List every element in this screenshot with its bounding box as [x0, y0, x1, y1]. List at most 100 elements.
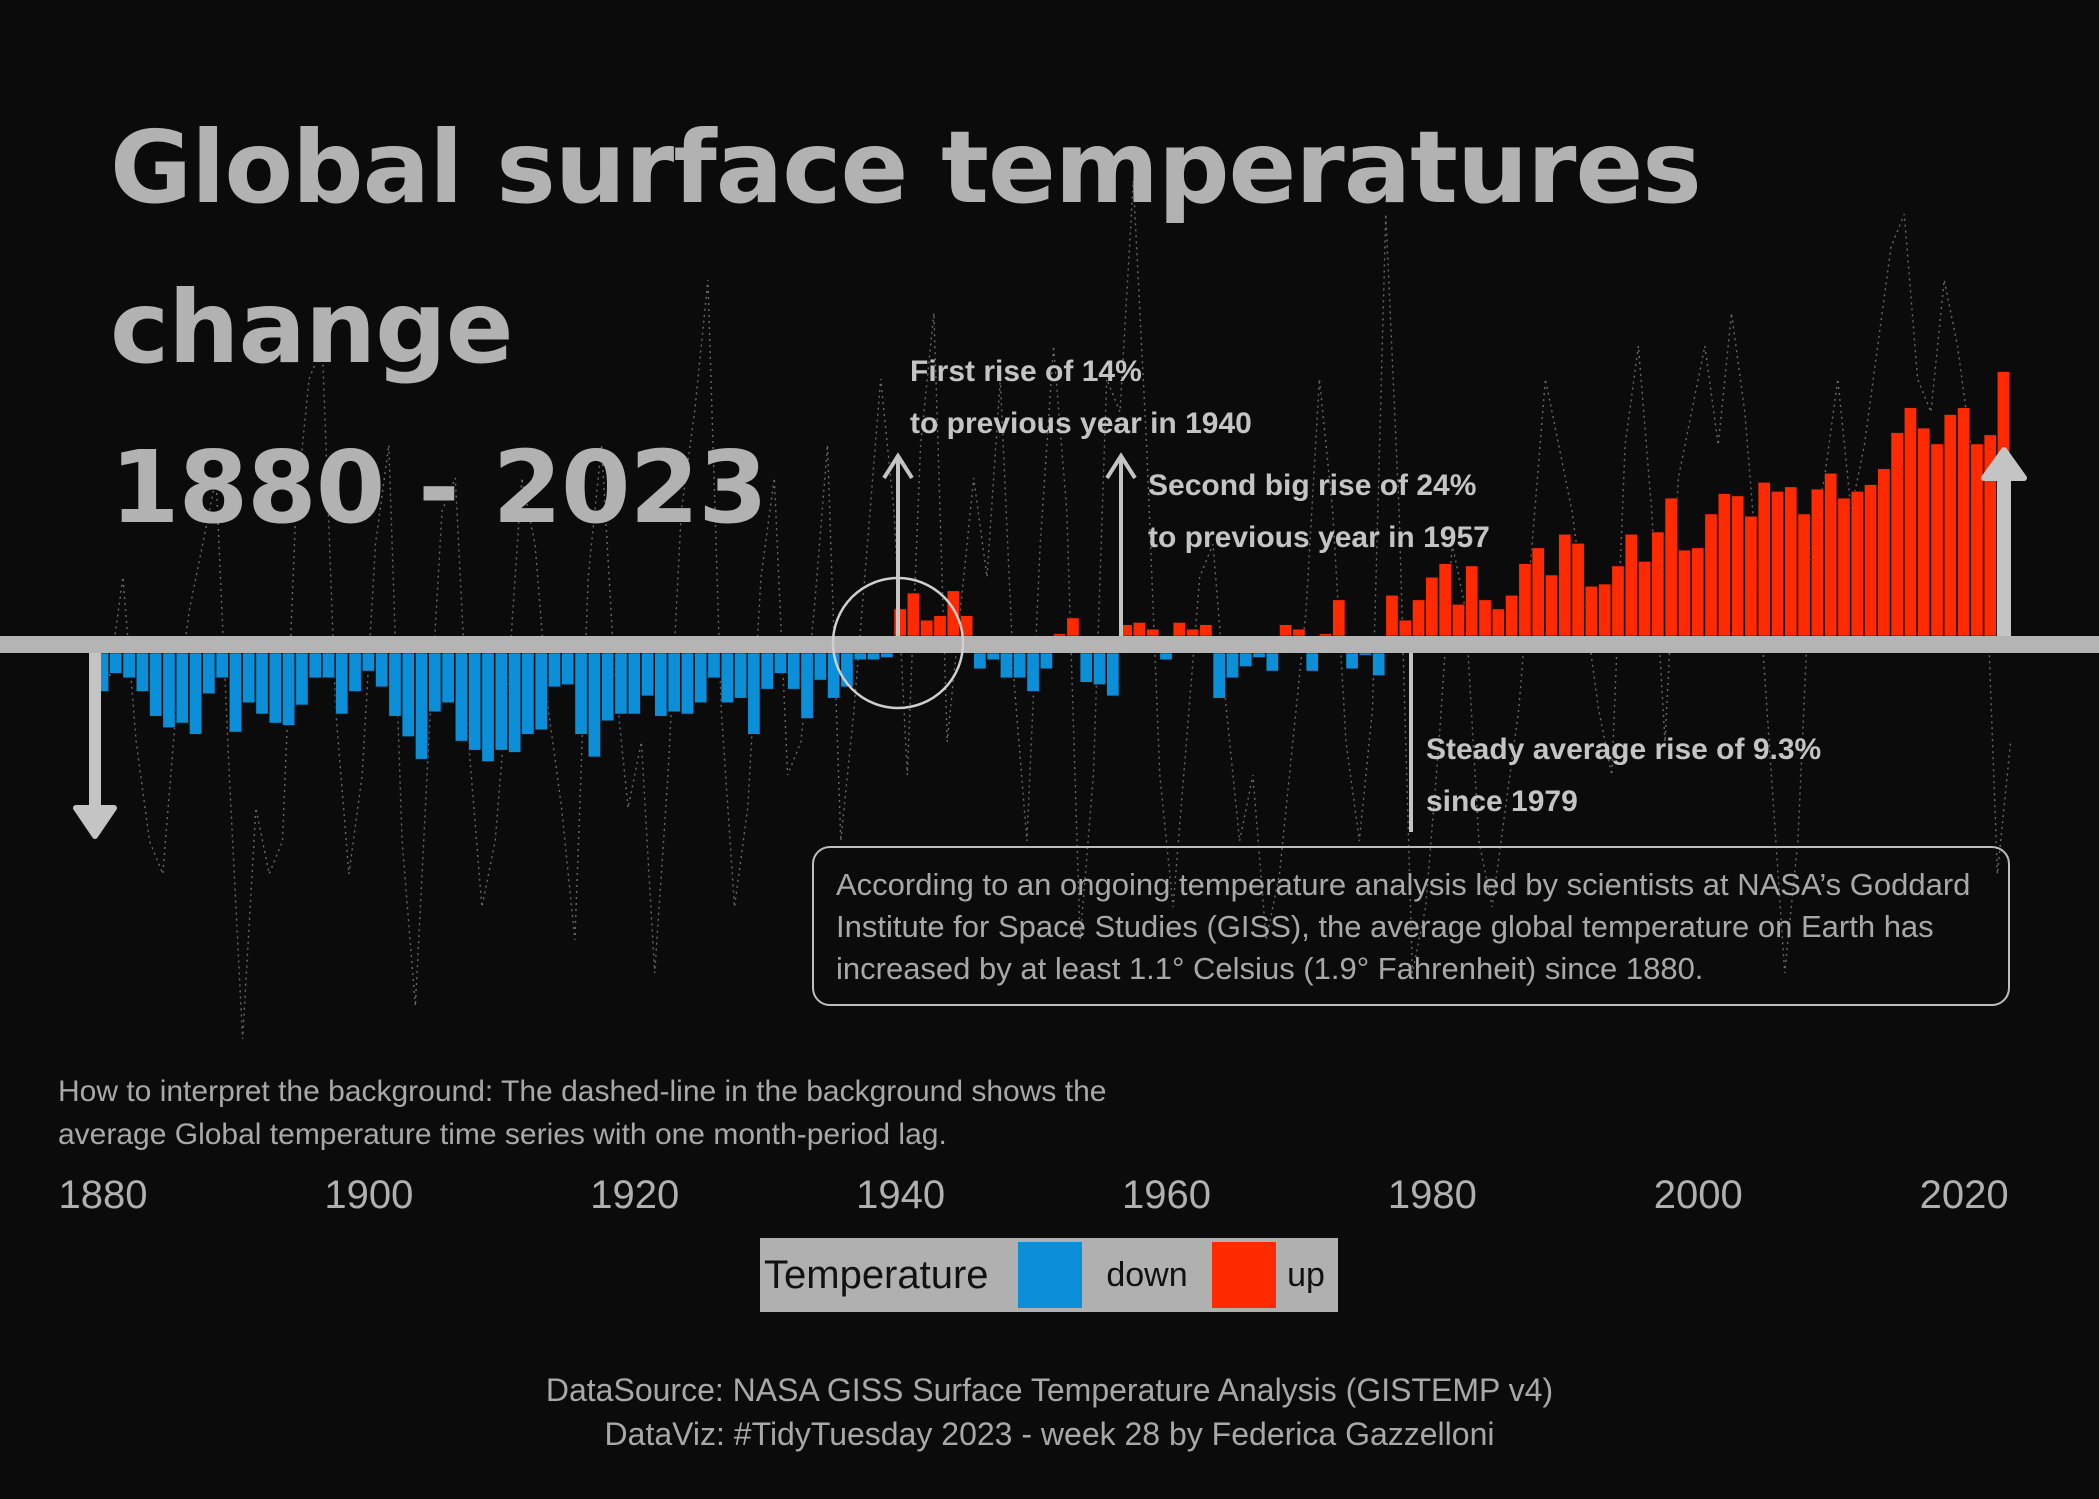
bar-down-1902 [388, 652, 402, 717]
bar-down-1892 [255, 652, 269, 715]
bar-up-1982 [1452, 604, 1465, 637]
bar-down-1913 [534, 652, 548, 731]
legend-label-up: up [1287, 1255, 1325, 1294]
x-tick-1960: 1960 [1122, 1173, 1211, 1217]
bar-up-1985 [1491, 608, 1505, 637]
bar-down-1930 [760, 652, 774, 690]
bar-down-1910 [494, 652, 508, 751]
right-up-arrow-head [1981, 447, 2027, 481]
bar-down-1949 [1013, 652, 1027, 679]
bar-down-1896 [308, 652, 322, 679]
bar-down-1923 [667, 652, 681, 713]
bar-down-1975 [1358, 652, 1372, 656]
bar-up-1993 [1598, 583, 1612, 637]
bar-up-1943 [933, 615, 947, 637]
bar-down-1954 [1079, 652, 1093, 683]
highlight-circle-1940 [831, 576, 965, 710]
bar-down-1947 [986, 652, 1000, 661]
bar-down-1927 [720, 652, 734, 704]
bar-down-1928 [734, 652, 748, 699]
x-tick-2020: 2020 [1920, 1173, 2009, 1217]
x-tick-1940: 1940 [856, 1173, 945, 1217]
bar-down-1976 [1372, 652, 1386, 676]
bar-down-1956 [1106, 652, 1120, 697]
arrows-group [73, 447, 2027, 839]
bar-up-1972 [1319, 633, 1332, 637]
bar-up-1981 [1438, 563, 1452, 637]
bar-down-1925 [694, 652, 708, 704]
bar-down-1915 [561, 652, 575, 685]
legend-title: Temperature [764, 1252, 989, 1297]
bar-down-1917 [587, 652, 601, 758]
bar-up-1942 [920, 619, 934, 637]
bar-up-1994 [1611, 565, 1625, 637]
bar-down-1974 [1345, 652, 1359, 670]
legend: Temperature down up [760, 1238, 1338, 1312]
bar-down-1924 [680, 652, 694, 715]
background-series-line [108, 180, 2012, 1040]
bar-up-1983 [1465, 565, 1479, 637]
bar-down-1937 [853, 652, 867, 661]
x-axis: 1880 1900 1920 1940 1960 1980 2000 2020 [59, 1173, 2009, 1217]
bar-down-1939 [880, 652, 894, 658]
bar-down-1931 [774, 652, 787, 674]
bar-up-1996 [1638, 561, 1652, 637]
bar-down-1906 [441, 652, 455, 704]
bar-down-1886 [175, 652, 189, 724]
bar-down-1901 [375, 652, 389, 688]
bar-up-1958 [1132, 622, 1146, 637]
left-down-arrow-head [73, 805, 117, 839]
bar-down-1911 [508, 652, 522, 753]
bar-down-1955 [1093, 652, 1106, 685]
legend-swatch-down [1018, 1242, 1082, 1308]
bar-down-1933 [800, 652, 814, 719]
bar-down-1883 [135, 652, 149, 692]
info-box: According to an ongoing temperature anal… [812, 846, 2010, 1006]
bar-down-1921 [641, 652, 654, 697]
arrow-1940-head [882, 452, 914, 480]
interpretation-note: How to interpret the background: The das… [58, 1075, 1107, 1151]
chart-title: Global surface temperatures change 1880 … [110, 88, 2099, 568]
bar-up-1973 [1332, 599, 1346, 637]
bar-up-1959 [1146, 628, 1160, 637]
bar-down-1907 [454, 652, 468, 742]
bar-up-1953 [1066, 617, 1080, 637]
bar-up-1969 [1279, 624, 1293, 637]
legend-swatch-up [1212, 1242, 1276, 1308]
footer-source: DataSource: NASA GISS Surface Temperatur… [545, 1372, 1554, 1408]
bar-up-1984 [1478, 599, 1492, 637]
bar-down-1966 [1239, 652, 1253, 667]
bar-up-1940 [893, 608, 907, 637]
bar-down-1881 [109, 652, 123, 674]
bar-down-1926 [707, 652, 721, 679]
bar-up-1963 [1199, 624, 1213, 637]
baseline-bar [0, 636, 2099, 653]
bar-down-1948 [1000, 652, 1013, 679]
bar-up-1978 [1398, 619, 1412, 637]
bar-down-1960 [1159, 652, 1173, 661]
x-tick-1880: 1880 [59, 1173, 148, 1217]
annotation-first-rise: First rise of 14% to previous year in 19… [910, 355, 1252, 440]
bar-up-1944 [946, 590, 960, 637]
legend-label-down: down [1106, 1255, 1188, 1294]
bar-down-1965 [1226, 652, 1239, 679]
bar-down-1967 [1252, 652, 1266, 658]
bar-up-1941 [906, 592, 920, 637]
background-dashed-line [108, 180, 2012, 1040]
title-line-2: 1880 - 2023 [110, 429, 768, 546]
bar-up-1980 [1425, 576, 1439, 637]
bar-down-1938 [867, 652, 880, 661]
bar-down-1882 [122, 652, 136, 679]
bar-up-1962 [1186, 628, 1200, 637]
annotation-second-rise: Second big rise of 24% to previous year … [1148, 469, 1490, 554]
bar-down-1932 [787, 652, 801, 690]
bar-down-1914 [548, 652, 561, 688]
bar-up-1961 [1172, 622, 1186, 637]
x-tick-1920: 1920 [590, 1173, 679, 1217]
bar-down-1895 [295, 652, 309, 706]
bar-down-1919 [614, 652, 628, 715]
annotation-steady-rise: Steady average rise of 9.3% since 1979 [1426, 733, 1822, 818]
bar-down-1950 [1026, 652, 1040, 692]
bar-down-1909 [481, 652, 495, 762]
arrow-1957-head [1105, 452, 1137, 480]
